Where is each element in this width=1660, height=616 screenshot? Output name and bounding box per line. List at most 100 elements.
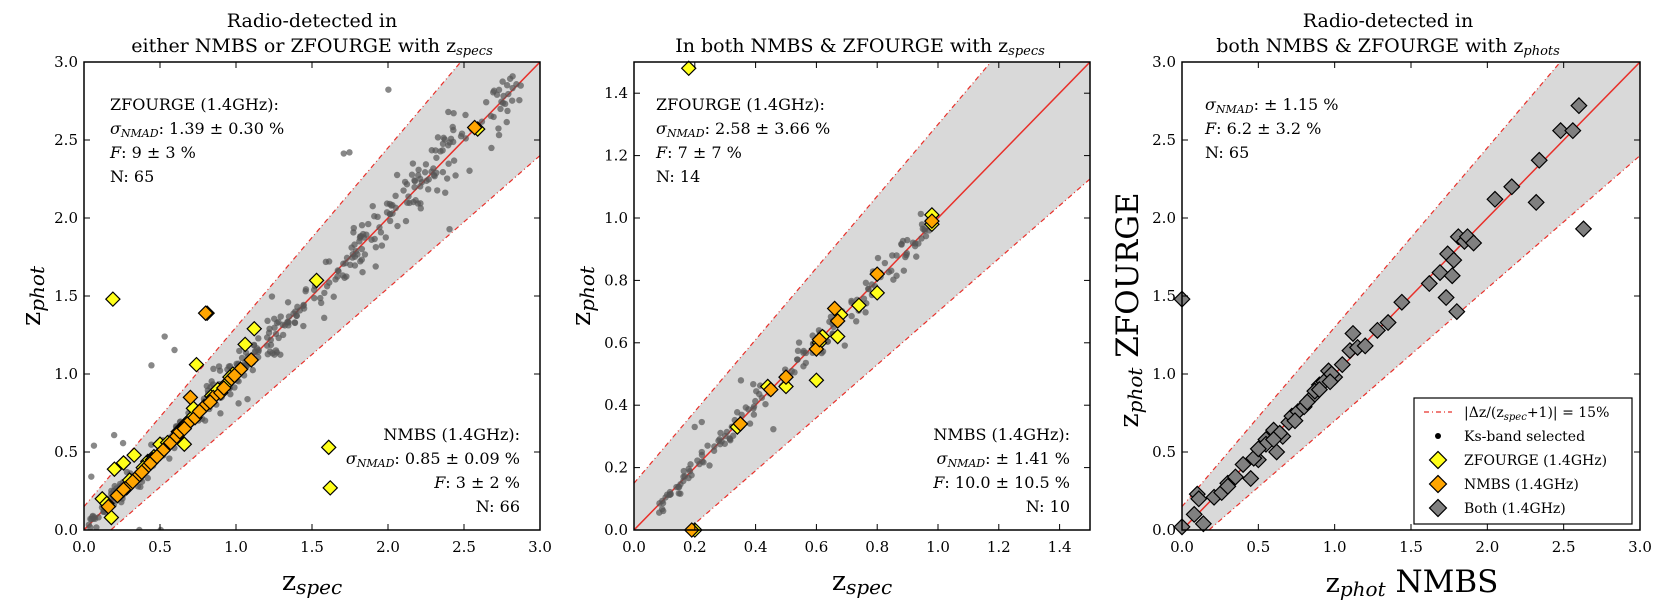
ks-band-point — [208, 378, 215, 385]
y-tick-label: 0.6 — [604, 334, 628, 352]
ks-band-point — [136, 526, 143, 530]
ks-band-point — [417, 200, 424, 207]
data-point — [1464, 234, 1483, 252]
data-point — [320, 439, 337, 456]
x-axis-ticks: 0.0 0.5 1.0 1.5 2.0 2.5 3.0 — [72, 62, 552, 556]
ks-band-point — [445, 108, 452, 116]
data-point — [869, 284, 886, 301]
ks-band-point — [750, 380, 757, 388]
legend-item-both: Both (1.4GHz) — [1428, 498, 1566, 518]
ks-band-point — [433, 154, 440, 161]
ks-band-point — [434, 187, 441, 194]
data-point — [1264, 430, 1283, 449]
y-tick-label: 2.0 — [1152, 209, 1176, 227]
ks-band-point — [733, 409, 741, 416]
data-point — [1310, 380, 1329, 399]
ks-band-point — [909, 239, 917, 246]
x-tick-label: 0.0 — [72, 538, 96, 556]
both-points — [1173, 97, 1593, 536]
x-tick-label: 1.0 — [224, 538, 248, 556]
ks-band-point — [495, 131, 503, 139]
data-point — [851, 297, 867, 314]
ks-band-point — [750, 405, 757, 412]
ks-band-point — [330, 293, 337, 300]
ks-band-point — [718, 438, 725, 445]
data-point — [1368, 321, 1387, 339]
reference-lines — [634, 62, 1090, 530]
ks-band-point — [273, 319, 281, 327]
y-tick-label: 3.0 — [1152, 53, 1176, 71]
data-point — [1333, 356, 1351, 374]
ks-band-point — [862, 309, 869, 316]
data-point — [243, 352, 260, 368]
y-axis-ticks: 0.0 0.5 1.0 1.5 2.0 2.5 3.0 — [1152, 53, 1640, 539]
legend-label: |Δz/(zspec+1)| = 15% — [1464, 405, 1609, 423]
data-point — [1298, 393, 1316, 411]
upper-limit-line — [634, 62, 992, 484]
x-tick-label: 1.4 — [1048, 538, 1072, 556]
ks-band-point — [490, 89, 497, 96]
ks-band-point — [215, 363, 223, 370]
legend-label: NMBS (1.4GHz) — [1464, 477, 1579, 493]
ks-band-point — [500, 92, 507, 100]
data-point — [762, 381, 779, 398]
x-axis-ticks: 0.0 0.5 1.0 1.5 2.0 2.5 3.0 — [1170, 62, 1652, 556]
annotation-line: NMBS (1.4GHz): — [933, 425, 1070, 444]
ks-band-point — [392, 192, 399, 200]
ks-band-point — [513, 81, 520, 88]
ks-band-point — [144, 474, 151, 482]
chart-title: Radio-detected in either NMBS or ZFOURGE… — [131, 10, 493, 59]
ks-band-point — [210, 365, 217, 373]
data-point — [1503, 178, 1521, 196]
chart-title-line1: Radio-detected in — [1303, 10, 1474, 32]
chart-title-line1: Radio-detected in — [227, 10, 398, 32]
legend-item-nmbs: NMBS (1.4GHz) — [1428, 474, 1579, 494]
ks-band-point — [405, 193, 412, 200]
ks-band-point — [90, 442, 98, 449]
ks-band-point — [392, 204, 399, 212]
ks-band-point — [794, 347, 802, 355]
y-tick-label: 3.0 — [54, 53, 78, 71]
y-axis-ticks: 0.0 0.2 0.4 0.6 0.8 1.0 1.2 1.4 — [604, 84, 1090, 539]
ks-band-point — [508, 97, 516, 104]
legend-item-ks: Ks-band selected — [1435, 429, 1585, 445]
data-point — [778, 378, 794, 395]
data-point — [115, 455, 132, 471]
ks-band-point — [685, 465, 692, 473]
data-point — [1431, 263, 1449, 282]
ks-band-point — [444, 142, 452, 149]
ks-band-point — [161, 333, 168, 340]
ks-band-point — [698, 448, 705, 456]
nmbs-points — [100, 119, 483, 515]
ks-band-point — [422, 161, 430, 168]
y-tick-label: 0.5 — [54, 443, 78, 461]
x-axis-label: zspec — [282, 566, 342, 599]
ks-band-point — [414, 172, 422, 179]
ks-band-point — [497, 105, 504, 113]
ks-band-point — [770, 425, 777, 433]
data-point — [808, 372, 825, 389]
data-point — [829, 328, 846, 345]
panel-2: In both NMBS & ZFOURGE with zspecs 0.0 0.… — [566, 35, 1091, 599]
ks-band-point — [266, 325, 273, 333]
ks-band-point — [400, 187, 407, 194]
ks-band-point — [711, 443, 718, 450]
ks-band-point — [317, 299, 325, 307]
ks-band-point — [359, 268, 366, 276]
annotation-nmbs: NMBS (1.4GHz): σNMAD: ± 1.41 % F: 10.0 ±… — [932, 425, 1070, 516]
ks-band-point — [434, 134, 442, 141]
data-point — [1551, 122, 1570, 140]
ks-band-point — [326, 279, 333, 286]
ks-band-point — [753, 388, 760, 395]
ks-band-point — [750, 411, 758, 418]
data-point — [226, 367, 243, 384]
ks-band-point — [800, 347, 807, 355]
data-point — [126, 447, 143, 464]
ks-band-point — [263, 342, 271, 349]
ks-band-point — [437, 148, 444, 155]
data-point — [829, 313, 846, 329]
ks-band-point — [340, 150, 347, 157]
y-axis-label: zphot ZFOURGE — [1110, 192, 1147, 427]
ks-band-point — [913, 253, 920, 260]
